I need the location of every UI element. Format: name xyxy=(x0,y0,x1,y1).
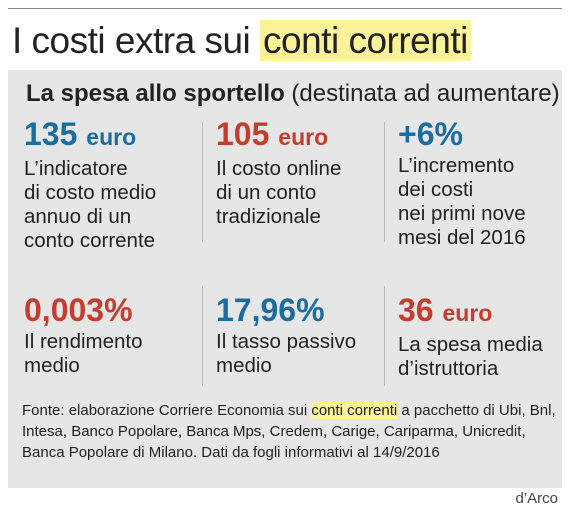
stat-value: 135 euro xyxy=(24,116,137,152)
stat-card: 17,96% Il tasso passivo medio xyxy=(216,292,356,378)
stat-description: L’incremento dei costi nei primi nove me… xyxy=(398,154,526,249)
stat-value: 36 euro xyxy=(398,292,493,328)
source-note: Fonte: elaborazione Corriere Economia su… xyxy=(22,400,558,463)
stat-description: Il tasso passivo medio xyxy=(216,330,357,377)
author-credit: d’Arco xyxy=(515,490,558,507)
infographic-title: I costi extra sui conti correnti xyxy=(12,20,471,62)
source-after: a pacchetto di Ubi, Bnl, Intesa, Banco P… xyxy=(22,402,556,461)
column-divider-3 xyxy=(202,286,203,386)
stat-description: Il costo online di un conto tradizionale xyxy=(216,157,342,228)
subtitle-paren: (destinata ad aumentare) xyxy=(291,80,560,107)
panel-subtitle: La spesa allo sportello (destinata ad au… xyxy=(26,80,560,108)
stat-card: 135 euro L’indicatore di costo medio ann… xyxy=(24,116,156,253)
stat-value: 0,003% xyxy=(24,292,133,328)
stat-description: La spesa media d’istruttoria xyxy=(398,333,543,380)
stats-panel: La spesa allo sportello (destinata ad au… xyxy=(8,70,562,488)
stat-description: Il rendimento medio xyxy=(24,330,143,377)
stat-value: 105 euro xyxy=(216,116,329,152)
stat-card: 105 euro Il costo online di un conto tra… xyxy=(216,116,341,229)
column-divider-1 xyxy=(202,122,203,242)
source-before: Fonte: elaborazione Corriere Economia su… xyxy=(22,402,312,419)
top-rule xyxy=(8,8,562,9)
stat-value: +6% xyxy=(398,116,463,152)
stat-value: 17,96% xyxy=(216,292,325,328)
stat-card: +6% L’incremento dei costi nei primi nov… xyxy=(398,116,526,250)
subtitle-bold: La spesa allo sportello xyxy=(26,80,285,107)
stat-card: 0,003% Il rendimento medio xyxy=(24,292,143,378)
title-prefix: I costi extra sui xyxy=(12,20,261,61)
stat-description: L’indicatore di costo medio annuo di un … xyxy=(24,157,157,252)
stat-card: 36 euro La spesa media d’istruttoria xyxy=(398,292,543,381)
title-highlight: conti correnti xyxy=(260,20,471,61)
column-divider-4 xyxy=(384,286,385,386)
source-highlight: conti correnti xyxy=(311,402,398,419)
column-divider-2 xyxy=(384,122,385,242)
